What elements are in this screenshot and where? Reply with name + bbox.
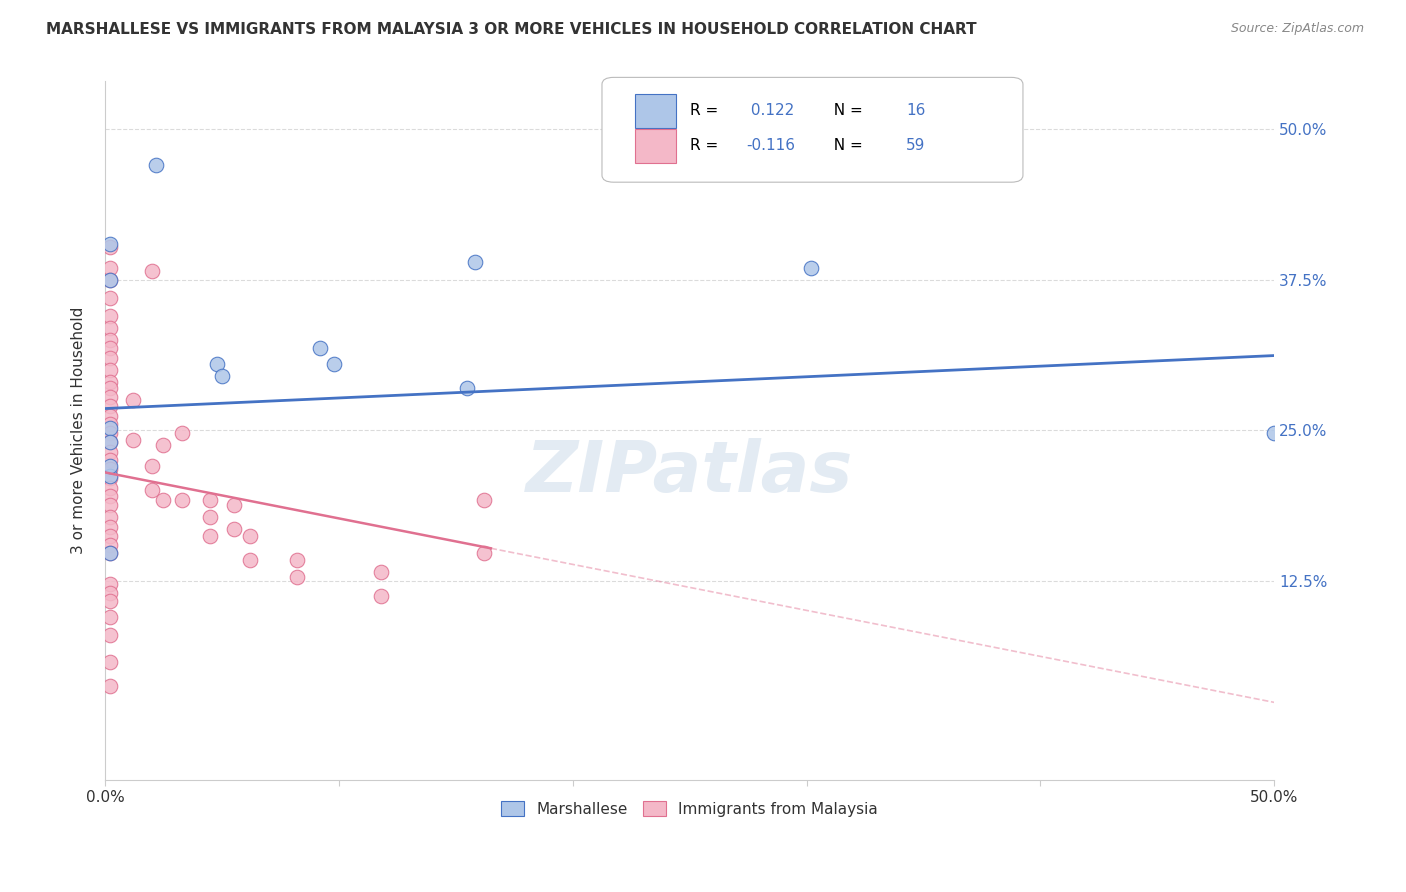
Point: [98, 594, 121, 608]
Point: [98, 375, 121, 389]
Point: [98, 390, 121, 404]
Point: [98, 577, 121, 591]
Point: [152, 493, 174, 508]
Point: [472, 493, 495, 508]
Point: [141, 483, 163, 498]
Point: [98, 610, 121, 624]
Point: [98, 655, 121, 669]
Text: ZIPatlas: ZIPatlas: [526, 438, 853, 507]
Point: [98, 417, 121, 432]
Point: [222, 498, 245, 512]
Point: [141, 459, 163, 474]
Point: [98, 469, 121, 483]
Point: [98, 471, 121, 485]
Point: [463, 254, 485, 268]
Point: [98, 519, 121, 533]
Point: [98, 321, 121, 335]
Point: [239, 529, 262, 543]
Point: [323, 357, 346, 371]
Text: N =: N =: [824, 138, 868, 153]
Point: [98, 381, 121, 395]
Text: R =: R =: [690, 103, 723, 119]
Point: [457, 381, 479, 395]
Point: [98, 435, 121, 450]
Text: Source: ZipAtlas.com: Source: ZipAtlas.com: [1230, 22, 1364, 36]
Point: [98, 291, 121, 305]
Point: [98, 481, 121, 495]
Point: [200, 529, 222, 543]
Point: [370, 590, 392, 604]
Point: [98, 628, 121, 642]
Text: 59: 59: [905, 138, 925, 153]
Point: [800, 260, 823, 275]
Point: [98, 529, 121, 543]
Point: [1263, 425, 1285, 440]
Point: [98, 363, 121, 377]
FancyBboxPatch shape: [634, 129, 676, 162]
Point: [98, 399, 121, 413]
Point: [98, 341, 121, 355]
Point: [122, 393, 145, 408]
Point: [98, 546, 121, 560]
Point: [98, 490, 121, 504]
Text: R =: R =: [690, 138, 723, 153]
Point: [98, 273, 121, 287]
Point: [207, 357, 229, 371]
Point: [98, 453, 121, 467]
Point: [172, 493, 194, 508]
Point: [472, 546, 495, 560]
Point: [98, 435, 121, 450]
Text: MARSHALLESE VS IMMIGRANTS FROM MALAYSIA 3 OR MORE VEHICLES IN HOUSEHOLD CORRELAT: MARSHALLESE VS IMMIGRANTS FROM MALAYSIA …: [46, 22, 977, 37]
Point: [98, 351, 121, 365]
Point: [211, 369, 233, 384]
Point: [200, 493, 222, 508]
Point: [172, 425, 194, 440]
Point: [141, 264, 163, 278]
Point: [145, 158, 167, 172]
Point: [98, 586, 121, 600]
Point: [98, 260, 121, 275]
Point: [98, 273, 121, 287]
Y-axis label: 3 or more Vehicles in Household: 3 or more Vehicles in Household: [72, 307, 86, 554]
Point: [98, 459, 121, 474]
Point: [98, 462, 121, 476]
Point: [122, 433, 145, 447]
Point: [98, 546, 121, 560]
Point: [200, 510, 222, 524]
Point: [98, 498, 121, 512]
Point: [285, 570, 308, 584]
Point: [98, 425, 121, 440]
Point: [98, 421, 121, 435]
Point: [98, 240, 121, 254]
Text: 16: 16: [905, 103, 925, 119]
Point: [285, 553, 308, 567]
Point: [98, 679, 121, 693]
Point: [98, 510, 121, 524]
Point: [239, 553, 262, 567]
Text: 0.122: 0.122: [745, 103, 794, 119]
FancyBboxPatch shape: [634, 95, 676, 128]
Point: [370, 566, 392, 580]
Point: [98, 333, 121, 347]
Point: [98, 445, 121, 459]
FancyBboxPatch shape: [602, 78, 1024, 182]
Point: [309, 341, 332, 355]
Point: [98, 409, 121, 423]
Point: [152, 438, 174, 452]
Point: [222, 522, 245, 536]
Text: -0.116: -0.116: [745, 138, 794, 153]
Legend: Marshallese, Immigrants from Malaysia: Marshallese, Immigrants from Malaysia: [494, 793, 886, 824]
Point: [98, 236, 121, 251]
Text: N =: N =: [824, 103, 868, 119]
Point: [98, 309, 121, 323]
Point: [98, 538, 121, 552]
